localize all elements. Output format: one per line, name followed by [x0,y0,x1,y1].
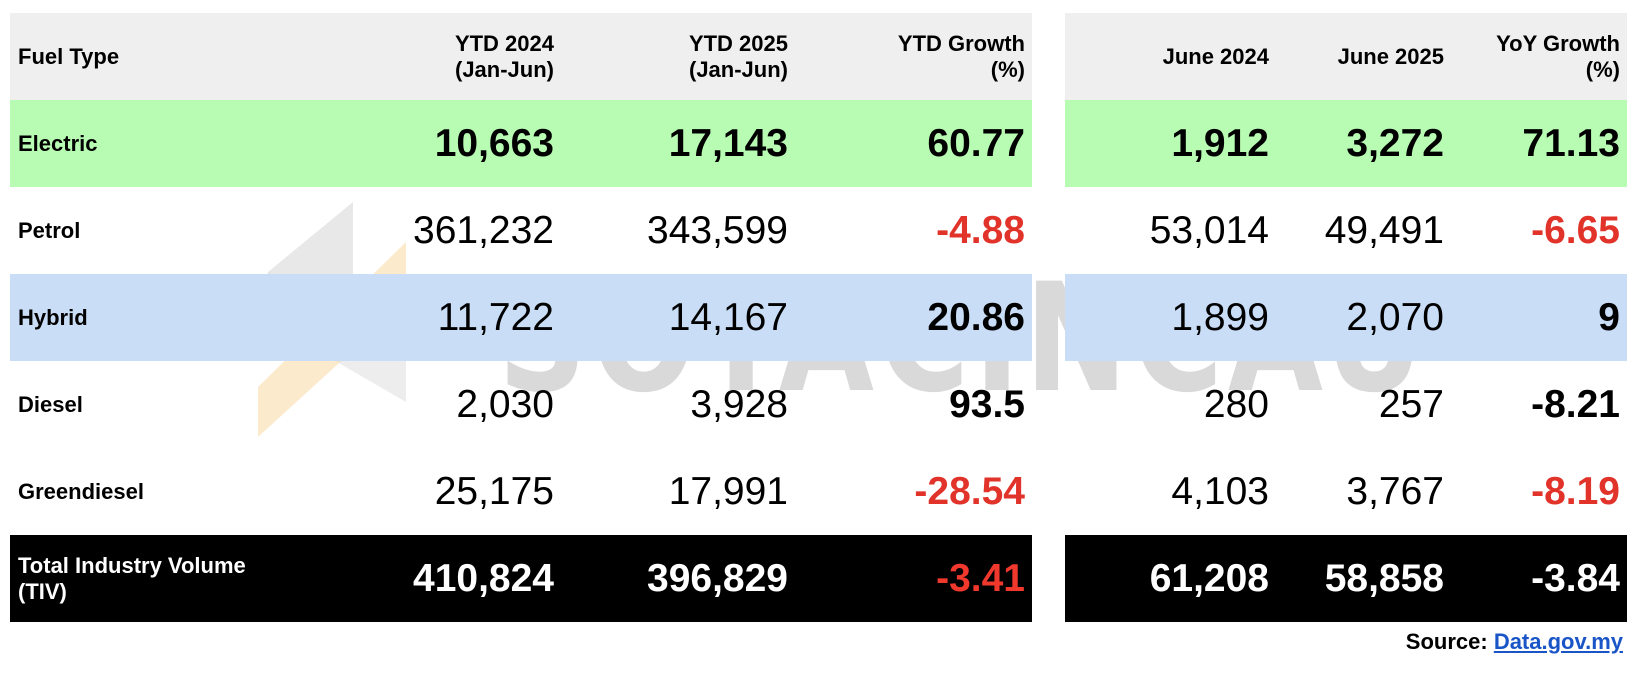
header-ytd-2024: YTD 2024 (Jan-Jun) [454,30,554,82]
june-2025-total: 58,858 [1324,556,1444,600]
fuel-label: Diesel [18,391,83,417]
header-june-2024: June 2024 [1162,43,1269,69]
yoy-growth-value: -8.21 [1531,382,1620,426]
fuel-label: Hybrid [18,304,88,330]
ytd-2024-value: 2,030 [456,382,554,426]
table-row: 1,899 2,070 9 [1065,274,1627,361]
ytd-growth-value: 93.5 [949,382,1025,426]
ytd-table: Fuel Type YTD 2024 (Jan-Jun) YTD 2025 (Jan… [10,13,1032,622]
table-row: Hybrid 11,722 14,167 20.86 [10,274,1032,361]
june-2025-value: 2,070 [1346,295,1444,339]
ytd-2025-total: 396,829 [647,556,788,600]
total-row: Total Industry Volume (TIV) 410,824 396,8… [10,535,1032,622]
source-link[interactable]: Data.gov.my [1493,629,1623,654]
table-row: Greendiesel 25,175 17,991 -28.54 [10,448,1032,535]
header-ytd-growth: YTD Growth (%) [897,30,1025,82]
table-row: 1,912 3,272 71.13 [1065,100,1627,187]
total-label: Total Industry Volume (TIV) [18,552,246,604]
header-ytd-2025: YTD 2025 (Jan-Jun) [688,30,788,82]
ytd-growth-value: -4.88 [936,208,1025,252]
header-june-2025: June 2025 [1337,43,1444,69]
table-row: Diesel 2,030 3,928 93.5 [10,361,1032,448]
june-2024-value: 53,014 [1149,208,1269,252]
june-2024-value: 1,912 [1171,121,1269,165]
table-row: 4,103 3,767 -8.19 [1065,448,1627,535]
ytd-2025-value: 14,167 [668,295,788,339]
total-row: 61,208 58,858 -3.84 [1065,535,1627,622]
ytd-growth-value: -28.54 [914,469,1025,513]
source-credit: Source: Data.gov.my [1406,629,1623,655]
ytd-2024-total: 410,824 [413,556,554,600]
yoy-growth-value: 9 [1598,295,1620,339]
june-2025-value: 257 [1378,382,1444,426]
june-2024-value: 1,899 [1171,295,1269,339]
header-row: June 2024 June 2025 YoY Growth (%) [1065,13,1627,100]
ytd-growth-value: 60.77 [927,121,1025,165]
header-fuel-type: Fuel Type [18,43,120,69]
table-row: 53,014 49,491 -6.65 [1065,187,1627,274]
june-2025-value: 3,767 [1346,469,1444,513]
yoy-growth-total: -3.84 [1531,556,1620,600]
june-table: June 2024 June 2025 YoY Growth (%) 1,912 … [1065,13,1627,622]
june-2024-value: 4,103 [1171,469,1269,513]
ytd-2025-value: 343,599 [647,208,788,252]
june-2025-value: 3,272 [1346,121,1444,165]
ytd-2025-value: 17,991 [668,469,788,513]
header-yoy-growth: YoY Growth (%) [1496,30,1620,82]
ytd-2025-value: 3,928 [690,382,788,426]
june-2024-value: 280 [1203,382,1269,426]
ytd-2024-value: 11,722 [437,295,554,339]
june-2025-value: 49,491 [1324,208,1444,252]
fuel-label: Electric [18,130,98,156]
ytd-growth-value: 20.86 [927,295,1025,339]
source-label: Source: [1405,629,1488,654]
table-row: Electric 10,663 17,143 60.77 [10,100,1032,187]
ytd-2024-value: 25,175 [434,469,554,513]
yoy-growth-value: 71.13 [1522,121,1620,165]
ytd-2024-value: 361,232 [413,208,554,252]
ytd-2025-value: 17,143 [668,121,788,165]
ytd-2024-value: 10,663 [434,121,554,165]
june-2024-total: 61,208 [1149,556,1269,600]
ytd-growth-total: -3.41 [936,556,1025,600]
header-row: Fuel Type YTD 2024 (Jan-Jun) YTD 2025 (Jan… [10,13,1032,100]
table-row: Petrol 361,232 343,599 -4.88 [10,187,1032,274]
fuel-label: Petrol [18,217,81,243]
yoy-growth-value: -6.65 [1531,208,1620,252]
fuel-label: Greendiesel [18,478,144,504]
table-row: 280 257 -8.21 [1065,361,1627,448]
yoy-growth-value: -8.19 [1531,469,1620,513]
